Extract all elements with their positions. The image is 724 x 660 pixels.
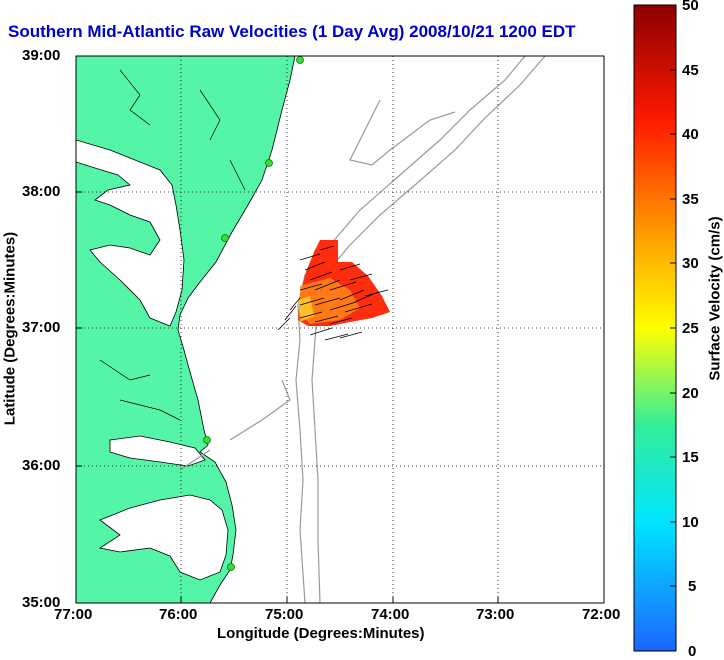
map-title: Southern Mid-Atlantic Raw Velocities (1 … bbox=[8, 22, 576, 41]
pamlico-sound bbox=[98, 494, 229, 581]
x-tick: 76:00 bbox=[159, 606, 198, 623]
colorbar-tick: 10 bbox=[682, 514, 699, 531]
coastline-detail bbox=[99, 69, 246, 421]
colorbar-tick-marks bbox=[670, 4, 676, 587]
x-tick: 77:00 bbox=[54, 606, 93, 623]
colorbar-tick: 30 bbox=[682, 255, 699, 272]
station-marker bbox=[221, 234, 229, 242]
radar-stations bbox=[203, 56, 304, 571]
velocity-vectors bbox=[277, 245, 389, 341]
station-marker bbox=[227, 563, 235, 571]
colorbar-tick: 20 bbox=[682, 385, 699, 402]
colorbar-tick: 25 bbox=[682, 320, 699, 337]
colorbar-tick: 5 bbox=[688, 578, 697, 595]
station-marker bbox=[296, 56, 304, 64]
colorbar-tick: 50 bbox=[682, 0, 699, 14]
chesapeake-bay bbox=[76, 139, 185, 327]
albemarle-sound bbox=[109, 435, 206, 467]
axis-tick-marks bbox=[76, 191, 499, 603]
x-tick: 74:00 bbox=[371, 606, 410, 623]
x-tick: 72:00 bbox=[582, 606, 621, 623]
x-axis-label: Longitude (Degrees:Minutes) bbox=[217, 625, 425, 642]
x-tick: 75:00 bbox=[265, 606, 304, 623]
colorbar-tick: 15 bbox=[682, 449, 699, 466]
colorbar-label: Surface Velocity (cm/s) bbox=[706, 216, 724, 381]
y-tick: 37:00 bbox=[22, 319, 61, 336]
map-grid bbox=[76, 56, 604, 603]
colorbar bbox=[633, 4, 677, 652]
y-tick: 38:00 bbox=[22, 183, 61, 200]
colorbar-tick: 0 bbox=[688, 643, 697, 660]
x-tick: 73:00 bbox=[476, 606, 515, 623]
y-tick: 39:00 bbox=[22, 47, 61, 64]
station-marker bbox=[203, 436, 211, 444]
colorbar-tick: 40 bbox=[682, 126, 699, 143]
y-axis-label: Latitude (Degrees:Minutes) bbox=[1, 231, 19, 426]
colorbar-tick: 45 bbox=[682, 62, 699, 79]
y-tick: 36:00 bbox=[22, 457, 61, 474]
y-tick: 35:00 bbox=[22, 594, 61, 611]
colorbar-tick: 35 bbox=[682, 191, 699, 208]
plot-border bbox=[75, 55, 605, 604]
station-marker bbox=[265, 159, 273, 167]
